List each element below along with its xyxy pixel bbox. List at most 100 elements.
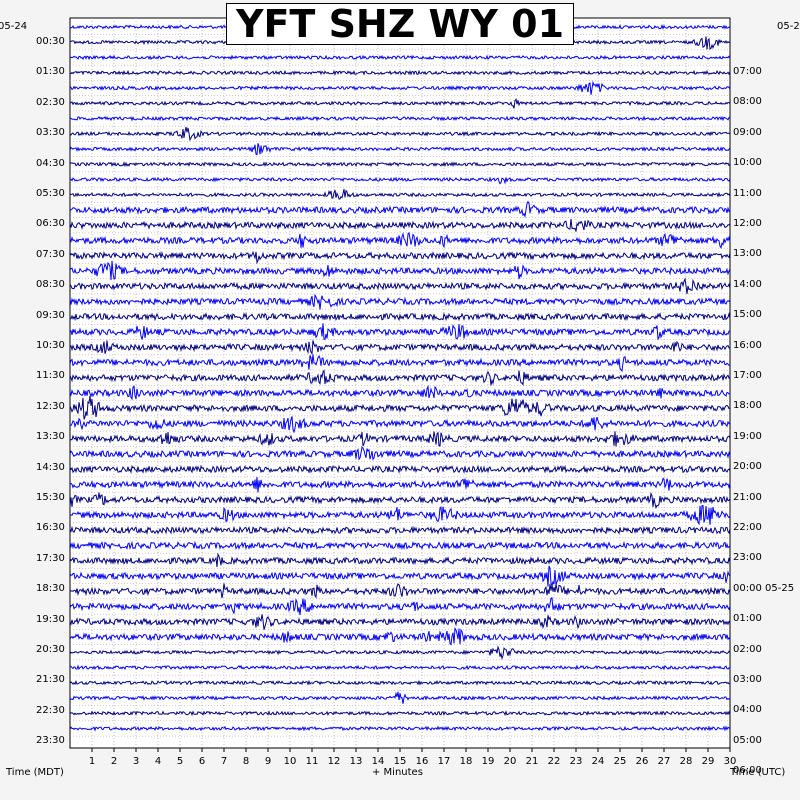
trace-row (69, 126, 731, 142)
left-time-label: 07:30 (36, 248, 65, 260)
right-time-label: 13:00 (733, 248, 762, 260)
trace-row (69, 218, 731, 232)
trace-row (69, 476, 731, 493)
trace-row (69, 540, 731, 551)
left-time-label: 19:30 (36, 613, 65, 625)
right-time-label: 20:00 (733, 461, 762, 473)
right-time-label: 00:00 05-25 (733, 582, 795, 594)
x-tick-label: 19 (482, 756, 495, 767)
left-time-label: 10:30 (36, 340, 65, 351)
trace-row (69, 464, 731, 475)
left-time-label: 05:30 (36, 188, 65, 199)
x-tick-label: 24 (592, 756, 605, 767)
trace-row (69, 491, 731, 510)
x-tick-label: 29 (702, 756, 715, 767)
trace-row (70, 505, 731, 526)
left-time-label: 22:30 (36, 704, 65, 716)
x-tick-label: 10 (284, 756, 297, 767)
left-time-label: 23:30 (36, 735, 65, 747)
x-tick-label: 4 (155, 756, 161, 767)
trace-row (69, 552, 731, 568)
right-time-label: 17:00 (733, 370, 762, 381)
left-time-label: 12:30 (36, 400, 65, 412)
left-time-label: 14:30 (36, 461, 65, 473)
trace-row (69, 597, 731, 616)
chart-title-box: YFT SHZ WY 01 (226, 3, 574, 45)
grid-lines (70, 18, 730, 748)
left-time-label: 03:30 (36, 127, 65, 139)
x-tick-label: 23 (570, 756, 583, 767)
x-tick-label: 6 (199, 756, 205, 767)
right-time-label: 22:00 (733, 522, 762, 533)
left-date-label: 05-24 (0, 21, 28, 32)
x-tick-label: 2 (111, 756, 117, 767)
left-time-label: 21:30 (36, 674, 65, 686)
left-time-label: 08:30 (36, 279, 65, 291)
left-time-label: 09:30 (36, 309, 65, 321)
trace-row (69, 626, 731, 646)
right-time-label: 09:00 (733, 126, 762, 138)
x-tick-label: 22 (548, 756, 561, 767)
right-time-label: 16:00 (733, 339, 762, 351)
x-tick-label: 20 (504, 756, 517, 767)
x-tick-label: 21 (526, 756, 539, 767)
trace-row (69, 446, 731, 461)
trace-row (69, 679, 731, 686)
trace-row (69, 691, 731, 704)
left-time-label: 13:30 (36, 431, 65, 443)
right-time-label: 14:00 (733, 278, 762, 290)
right-time-label: 08:00 (733, 96, 762, 108)
trace-row (69, 115, 731, 122)
trace-row (69, 176, 731, 185)
left-time-label: 00:30 (36, 36, 65, 47)
x-axis-ticks: 1 2 3 4 5 6 7 8 9 10 11 12 13 14 15 16 17 18 19 20 21 22 23 24 2… (89, 748, 737, 767)
trace-row (69, 188, 731, 200)
right-time-label: 01:00 (733, 613, 762, 625)
seismic-traces (69, 22, 731, 732)
x-tick-label: 9 (265, 756, 271, 767)
right-time-label: 12:00 (733, 218, 762, 229)
right-time-label: 23:00 (733, 552, 762, 564)
right-time-label: 19:00 (733, 430, 762, 442)
x-tick-label: 5 (177, 756, 183, 767)
trace-row (69, 664, 731, 671)
x-tick-label: 27 (658, 756, 671, 767)
trace-row (69, 583, 731, 599)
x-tick-label: 15 (394, 756, 407, 767)
left-time-label: 20:30 (36, 644, 65, 655)
trace-row (69, 69, 731, 76)
x-tick-label: 17 (438, 756, 451, 767)
x-tick-label: 3 (133, 756, 139, 767)
x-tick-label: 26 (636, 756, 649, 767)
trace-row (69, 416, 731, 434)
trace-row (69, 725, 731, 732)
x-tick-label: 28 (680, 756, 693, 767)
x-tick-label: 18 (460, 756, 473, 767)
right-time-label: 11:00 (733, 187, 762, 199)
x-tick-label: 13 (350, 756, 363, 767)
plot-frame (69, 17, 731, 749)
chart-title: YFT SHZ WY 01 (235, 2, 565, 46)
x-tick-label: 25 (614, 756, 627, 767)
trace-row (69, 645, 731, 661)
trace-row (69, 323, 731, 341)
trace-row (69, 161, 731, 168)
x-tick-label: 16 (416, 756, 429, 767)
x-tick-label: 1 (89, 756, 95, 767)
x-tick-label: 30 (724, 756, 737, 767)
trace-row (69, 277, 731, 294)
left-time-label: 06:30 (36, 218, 65, 230)
trace-row (69, 384, 731, 401)
right-time-label: 07:00 (733, 66, 762, 77)
trace-row (69, 369, 731, 387)
left-time-label: 04:30 (36, 157, 65, 169)
right-date-label: 05-2 (777, 21, 800, 32)
right-time-label: 04:00 (733, 704, 762, 716)
trace-row (69, 614, 731, 630)
left-time-label: 15:30 (36, 492, 65, 503)
left-time-label: 18:30 (36, 583, 65, 595)
trace-row (69, 311, 731, 322)
left-time-label: 02:30 (36, 96, 65, 108)
right-time-label: 06:00 (733, 765, 762, 777)
